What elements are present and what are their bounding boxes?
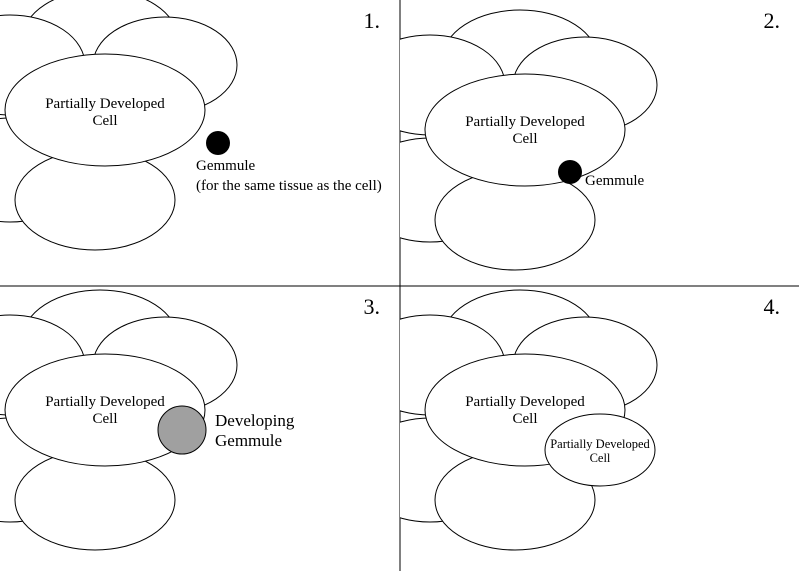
developing-gemmule [158,406,206,454]
main-cell-label: Partially Developed [465,394,585,410]
panel-number: 4. [764,294,781,319]
main-cell-ellipse [425,74,625,186]
main-cell-label: Cell [93,411,118,427]
main-cell-label: Cell [93,113,118,129]
gemmule-annotation-line2: (for the same tissue as the cell) [196,178,382,194]
main-cell-label: Cell [513,131,538,147]
panel-number: 1. [364,8,381,33]
gemmule-annotation-line2: Gemmule [215,431,282,450]
panel-3: Partially DevelopedCell DevelopingGemmule… [0,290,380,550]
main-cell-label: Partially Developed [45,96,165,112]
gemmule [206,131,230,155]
panel-4: Partially DevelopedCellPartially Develop… [354,290,780,550]
main-cell-label: Cell [513,411,538,427]
panel-number: 2. [764,8,781,33]
panel-2: Partially DevelopedCell Gemmule 2. [354,8,780,270]
new-cell-label: Partially Developed [550,437,650,451]
panel-number: 3. [364,294,381,319]
gemmule-annotation: Developing [215,411,295,430]
main-cell-label: Partially Developed [45,394,165,410]
gemmule-annotation: Gemmule [196,158,255,174]
gemmule-annotation: Gemmule [585,173,644,189]
gemmule [558,160,582,184]
diagram-canvas: Partially DevelopedCellGemmule(for the s… [0,0,799,571]
main-cell-label: Partially Developed [465,114,585,130]
panel-1: Partially DevelopedCell Gemmule (for the s… [0,0,382,250]
new-cell-label: Cell [590,451,611,465]
